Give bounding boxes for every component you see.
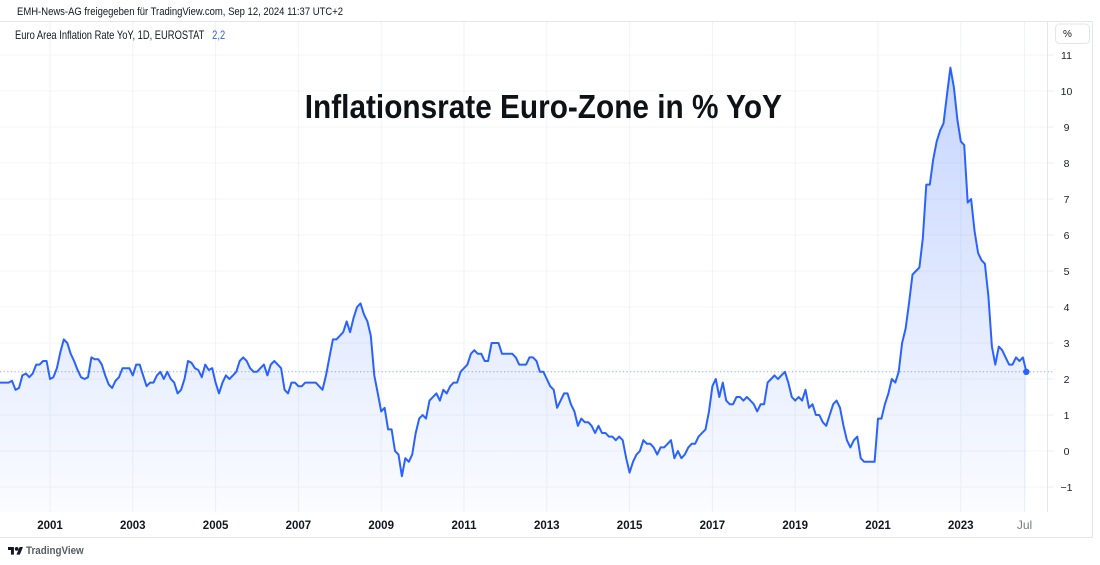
svg-text:2005: 2005 <box>203 520 229 532</box>
svg-text:2009: 2009 <box>368 520 394 532</box>
svg-text:3: 3 <box>1064 338 1070 350</box>
svg-text:7: 7 <box>1064 194 1070 206</box>
svg-text:2: 2 <box>1064 374 1070 386</box>
svg-text:%: % <box>1063 29 1072 40</box>
svg-text:2003: 2003 <box>120 520 146 532</box>
svg-text:6: 6 <box>1064 230 1070 242</box>
svg-text:2007: 2007 <box>286 520 312 532</box>
svg-text:2017: 2017 <box>700 520 726 532</box>
svg-text:Jul: Jul <box>1017 518 1032 532</box>
svg-text:2019: 2019 <box>782 520 808 532</box>
svg-text:2001: 2001 <box>37 520 63 532</box>
svg-text:2021: 2021 <box>865 520 891 532</box>
svg-text:4: 4 <box>1064 302 1070 314</box>
svg-text:2023: 2023 <box>948 520 974 532</box>
svg-text:5: 5 <box>1064 266 1070 278</box>
svg-text:2013: 2013 <box>534 520 560 532</box>
svg-text:11: 11 <box>1061 50 1072 62</box>
svg-text:8: 8 <box>1064 158 1070 170</box>
svg-text:10: 10 <box>1061 86 1073 98</box>
svg-text:0: 0 <box>1064 446 1070 458</box>
svg-text:1: 1 <box>1064 410 1070 422</box>
svg-text:−1: −1 <box>1061 482 1073 494</box>
svg-text:2011: 2011 <box>452 520 478 532</box>
svg-text:9: 9 <box>1064 122 1070 134</box>
svg-text:2015: 2015 <box>617 520 643 532</box>
